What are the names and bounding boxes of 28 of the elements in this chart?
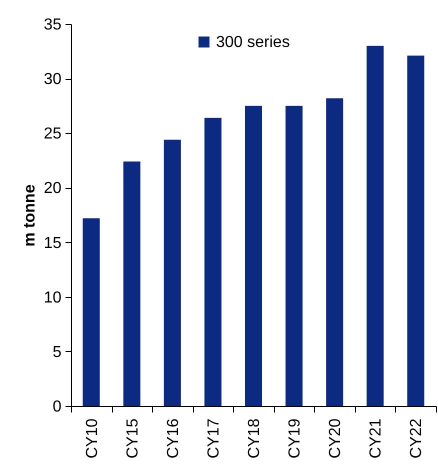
x-tick-label: CY16 (164, 418, 182, 459)
bar (407, 56, 424, 406)
x-tick-label: CY15 (124, 418, 142, 459)
x-tick-label: CY18 (246, 418, 263, 459)
x-tick-label: CY17 (205, 418, 222, 459)
bar (204, 118, 222, 406)
y-tick-label: 25 (44, 126, 62, 143)
x-tick-label: CY19 (286, 418, 304, 459)
bar (164, 140, 181, 406)
bar (326, 98, 344, 406)
y-axis-title: m tonne (22, 184, 39, 247)
bar (286, 106, 303, 406)
y-tick-label: 15 (44, 234, 62, 252)
bar (82, 218, 100, 406)
y-tick-label: 0 (52, 398, 62, 416)
x-tick-label: CY21 (368, 418, 385, 459)
y-tick-label: 30 (44, 71, 62, 88)
y-tick-label: 10 (44, 289, 62, 306)
bar (123, 162, 140, 406)
x-tick-label: CY22 (408, 418, 426, 459)
x-tick-label: CY20 (327, 418, 344, 459)
x-tick-label: CY10 (84, 418, 101, 459)
bar (244, 106, 262, 406)
bar (366, 46, 384, 406)
legend-label: 300 series (216, 34, 290, 51)
y-tick-label: 5 (52, 344, 62, 361)
y-tick-label: 20 (44, 180, 62, 198)
y-tick-label: 35 (44, 16, 62, 34)
